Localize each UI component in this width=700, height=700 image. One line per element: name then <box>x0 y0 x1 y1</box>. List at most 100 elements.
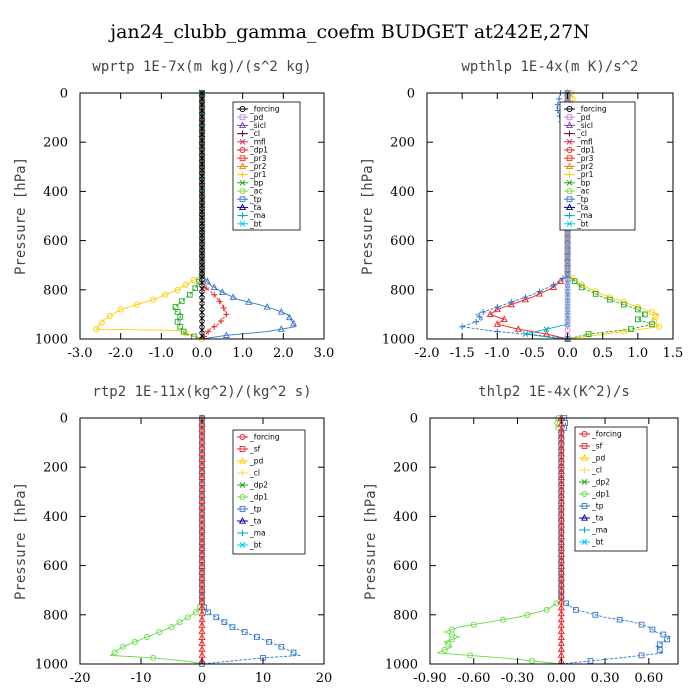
data-point <box>199 208 205 215</box>
legend-label: _dp1 <box>591 490 610 499</box>
data-point <box>218 288 226 295</box>
legend-entry-pr1: _pr1 <box>564 170 594 179</box>
series-dp1 <box>437 414 565 665</box>
data-point <box>592 611 599 618</box>
data-point <box>524 611 531 618</box>
legend-marker <box>239 542 246 548</box>
legend-marker <box>239 171 246 178</box>
y-axis-label: Pressure [hPa] <box>363 482 379 600</box>
legend-entry-ac: _ac <box>564 187 589 196</box>
data-point <box>656 641 663 648</box>
data-point <box>199 202 205 209</box>
y-tick-label: 200 <box>43 136 68 151</box>
legend-entry-mfl: _mfl <box>237 137 266 146</box>
legend-entry-ma: _ma <box>564 211 593 220</box>
data-point <box>217 317 224 324</box>
data-point <box>222 331 230 338</box>
data-point <box>578 284 585 291</box>
data-point <box>199 125 205 132</box>
series-line <box>437 417 562 665</box>
legend-entry-tp: _tp <box>237 505 262 514</box>
x-tick-label: 0.0 <box>557 346 578 361</box>
legend-label: _pr3 <box>576 154 594 163</box>
data-point <box>564 309 571 316</box>
legend-marker <box>239 493 246 501</box>
data-point <box>521 295 529 303</box>
data-point <box>564 291 571 298</box>
data-point <box>543 606 550 613</box>
x-tick-label: -20 <box>70 671 91 686</box>
data-point <box>564 297 571 304</box>
legend-entry-sf: _sf <box>579 442 603 451</box>
data-point <box>638 621 645 628</box>
legend-label: _ta <box>249 203 261 212</box>
data-point <box>543 326 550 333</box>
data-point <box>266 639 272 645</box>
plot-frame <box>426 92 674 340</box>
data-point <box>199 101 205 108</box>
data-point <box>93 326 100 333</box>
legend-marker <box>566 130 573 137</box>
data-point <box>223 311 230 318</box>
y-tick-label: 400 <box>43 185 68 200</box>
x-tick-label: 10 <box>255 671 272 686</box>
legend-entry-forcing: _forcing <box>237 105 280 114</box>
data-point <box>285 313 293 321</box>
legend-label: _dp1 <box>249 146 268 155</box>
data-point <box>564 321 571 328</box>
legend-entry-cl: _cl <box>237 129 260 138</box>
data-point <box>445 641 452 648</box>
data-point <box>150 654 157 661</box>
legend-label: _sf <box>249 445 261 454</box>
legend-marker <box>566 138 573 145</box>
x-tick-label: 0.60 <box>634 671 663 686</box>
legend-marker <box>565 121 574 129</box>
data-point <box>522 331 529 338</box>
data-point <box>221 619 228 626</box>
y-tick-label: 200 <box>393 461 418 476</box>
legend-entry-dp1: _dp1 <box>579 490 610 499</box>
legend-label: _dp2 <box>249 481 268 490</box>
legend-label: _forcing <box>591 430 622 439</box>
data-point <box>199 178 205 185</box>
legend-marker <box>239 220 246 227</box>
series-pr1 <box>93 89 206 343</box>
legend-label: _ma <box>249 529 266 538</box>
legend-entry-forcing: _forcing <box>237 433 280 442</box>
legend-label: _bt <box>249 219 262 228</box>
data-point <box>606 296 613 303</box>
legend-entry-ta: _ta <box>579 514 603 523</box>
series-forcing <box>198 414 206 664</box>
data-point <box>616 616 623 623</box>
data-point <box>199 273 205 280</box>
data-point <box>571 278 578 285</box>
legend-label: _bt <box>249 541 262 550</box>
legend-label: _ta <box>576 203 588 212</box>
y-axis-label: Pressure [hPa] <box>13 482 29 600</box>
data-point <box>111 649 118 656</box>
data-point <box>213 614 220 621</box>
data-point <box>162 291 169 298</box>
x-tick-label: -0.5 <box>520 346 545 361</box>
panel-title: rtp2 1E-11x(kg^2)/(kg^2 s) <box>92 384 311 400</box>
legend-marker <box>239 433 246 441</box>
legend-label: _cl <box>591 466 602 475</box>
legend-marker <box>239 146 246 154</box>
data-point <box>638 652 645 659</box>
y-tick-label: 200 <box>390 136 415 151</box>
legend-entry-bp: _bp <box>564 178 591 187</box>
data-point <box>199 161 205 168</box>
legend-label: _tp <box>591 502 604 511</box>
legend-marker <box>565 162 574 170</box>
data-point <box>564 315 571 322</box>
data-point <box>199 297 205 304</box>
data-point <box>199 173 205 179</box>
legend-entry-tp: _tp <box>237 195 262 204</box>
legend-label: _bt <box>576 219 589 228</box>
y-tick-label: 600 <box>390 234 415 249</box>
series-line <box>172 93 203 340</box>
legend-entry-dp1: _dp1 <box>564 146 595 155</box>
data-point <box>559 275 566 282</box>
data-point <box>620 328 627 335</box>
legend-label: _tp <box>249 195 262 204</box>
